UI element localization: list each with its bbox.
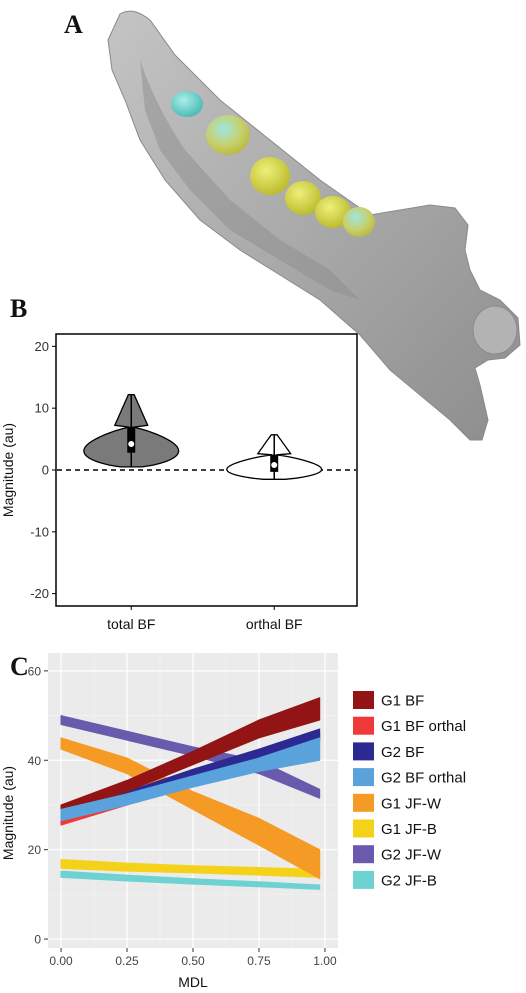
condyle <box>472 305 518 355</box>
tooth-2 <box>206 115 250 155</box>
series-band-g2-jf-b <box>60 870 321 890</box>
violin-y-tick-label: 10 <box>35 401 49 416</box>
legend-swatch <box>353 768 374 787</box>
tooth-6 <box>343 207 375 237</box>
panel-label-a: A <box>64 10 83 39</box>
legend-label: G2 JF-B <box>381 872 437 889</box>
legend-label: G1 BF <box>381 693 424 710</box>
violin-y-tick-label: 20 <box>35 339 49 354</box>
legend-label: G1 BF orthal <box>381 718 466 735</box>
tooth-3 <box>250 157 290 195</box>
series-band-g2-jf-w <box>60 715 321 799</box>
violin-y-tick-label: 0 <box>42 463 49 478</box>
violin-iqr-box <box>127 426 136 453</box>
line-y-tick-label: 20 <box>28 843 42 857</box>
series-band-g2-bf-orthal <box>60 737 321 822</box>
violin-x-tick-label: orthal BF <box>246 616 303 632</box>
line-x-axis-label: MDL <box>178 974 208 990</box>
line-x-tick-label: 0.75 <box>247 954 271 968</box>
legend-label: G2 JF-W <box>381 847 442 864</box>
legend-swatch <box>353 845 374 864</box>
line-x-tick-label: 0.50 <box>181 954 205 968</box>
violin-median-point <box>128 441 135 448</box>
legend-label: G2 BF <box>381 744 424 761</box>
legend: G1 BF G1 BF orthal G2 BF G2 BF orthal G1 JF-… <box>353 691 466 889</box>
violin-y-tick-label: -10 <box>30 524 49 539</box>
legend-label: G1 JF-B <box>381 821 437 838</box>
line-y-tick-label: 40 <box>28 754 42 768</box>
line-y-axis-label: Magnitude (au) <box>0 766 16 860</box>
mandible-shading <box>140 60 360 300</box>
legend-swatch <box>353 870 374 889</box>
violin-y-tick-label: -20 <box>30 586 49 601</box>
legend-swatch <box>353 819 374 838</box>
line-x-tick-label: 1.00 <box>313 954 337 968</box>
legend-swatch <box>353 742 374 761</box>
panel-label-c: C <box>10 652 29 681</box>
line-y-tick-label: 60 <box>28 664 42 678</box>
tooth-1 <box>171 91 203 117</box>
mandible-rendering <box>107 10 521 441</box>
legend-label: G1 JF-W <box>381 795 442 812</box>
line-x-tick-label: 0.25 <box>115 954 139 968</box>
panel-label-b: B <box>10 294 28 323</box>
tooth-4 <box>285 181 321 215</box>
mandible-body <box>107 10 521 441</box>
violin-x-tick-label: total BF <box>107 616 155 632</box>
legend-swatch <box>353 716 374 735</box>
legend-label: G2 BF orthal <box>381 770 466 787</box>
violin-y-axis-label: Magnitude (au) <box>0 423 16 517</box>
magnitude-line-chart: 60 40 20 0 0.00 0.25 0.50 0.75 1.00 MDL Magnitu… <box>0 653 466 990</box>
line-x-tick-label: 0.00 <box>49 954 73 968</box>
violin-median-point <box>271 462 278 469</box>
line-y-tick-label: 0 <box>34 933 41 947</box>
legend-swatch <box>353 691 374 709</box>
violin-chart: Magnitude (au) 20 10 0 -10 -20 total BF ortha… <box>0 333 358 632</box>
legend-swatch <box>353 793 374 812</box>
tooth-5 <box>315 196 351 228</box>
